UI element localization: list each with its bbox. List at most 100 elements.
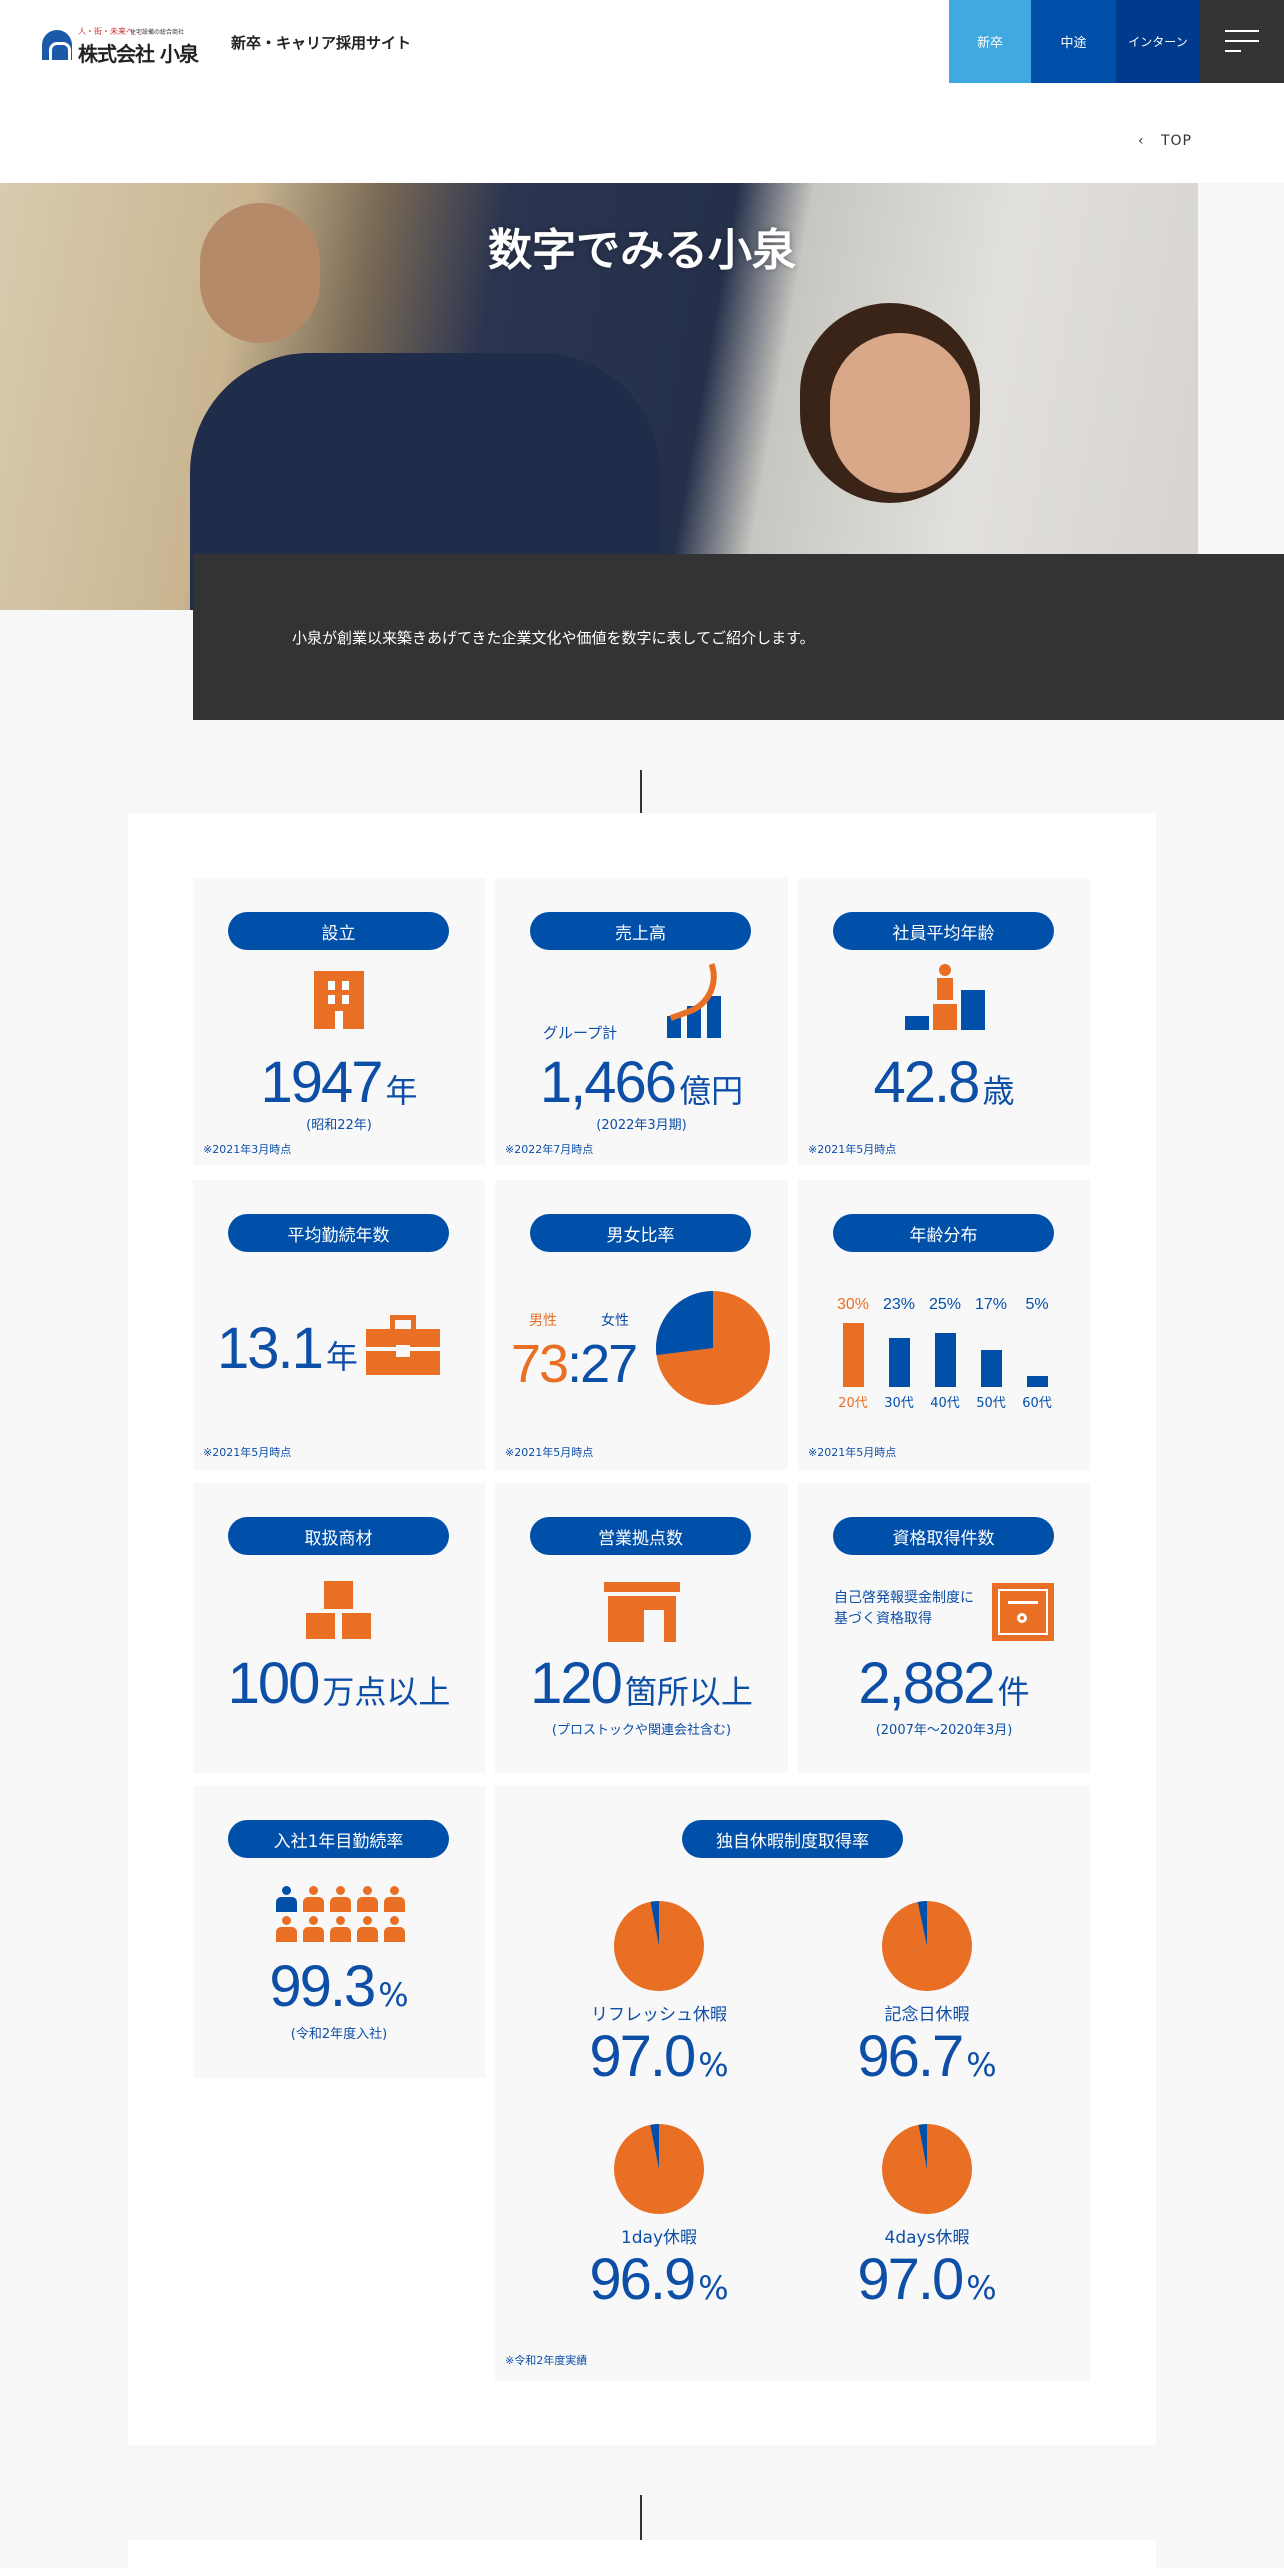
gender-ratio: 73:27 xyxy=(511,1334,638,1394)
card-title: 年齢分布 xyxy=(833,1214,1054,1252)
certificate-icon xyxy=(992,1583,1054,1641)
person-icon xyxy=(336,1916,345,1925)
stat-value: 99.3% xyxy=(193,1958,485,2016)
cert-desc-line2: 基づく資格取得 xyxy=(834,1611,932,1627)
stat-card-gender: 男女比率 男性 女性 73:27 ※2021年5月時点 xyxy=(495,1180,788,1470)
stat-value: 42.8 歳 xyxy=(798,1054,1090,1112)
age-bar-chart: 30% 20代 23% 30代 25% 40代 17% 50代 5% 60代 xyxy=(798,1180,1090,1470)
person-icon xyxy=(336,1886,345,1895)
next-panel xyxy=(128,2540,1156,2568)
age-group-label: 40代 xyxy=(930,1396,960,1411)
card-title: 取扱商材 xyxy=(228,1517,449,1555)
hero-image xyxy=(0,183,1198,610)
stat-card-avg-age: 社員平均年齢 42.8 歳 ※2021年5月時点 xyxy=(798,878,1090,1165)
leave-label: 1day休暇 xyxy=(620,2228,698,2248)
card-title: 設立 xyxy=(228,912,449,950)
stat-value: 1,466 億円 xyxy=(495,1054,788,1112)
person-icon xyxy=(309,1886,318,1895)
value-unit: 年 xyxy=(325,1338,358,1376)
person-body xyxy=(330,1927,351,1942)
value-unit: % xyxy=(966,2046,997,2084)
header: 人・街・未来へ 住宅設備の総合商社 株式会社 小泉 新卒・キャリア採用サイト 新… xyxy=(0,0,1284,183)
person-body xyxy=(276,1927,297,1942)
person-body xyxy=(330,1897,351,1912)
nav-intern[interactable]: インターン xyxy=(1116,0,1200,83)
person-body xyxy=(303,1897,324,1912)
person-icon xyxy=(309,1916,318,1925)
store-icon xyxy=(604,1582,680,1642)
stat-value: 13.1 年 xyxy=(217,1320,358,1378)
value-number: 13.1 xyxy=(217,1316,324,1381)
nav-mid-career[interactable]: 中途 xyxy=(1031,0,1116,83)
people-icon xyxy=(276,1886,406,1944)
person-icon xyxy=(363,1916,372,1925)
stat-card-retention: 入社1年目勤続率 99.3% (令和2年度入社) xyxy=(193,1786,485,2078)
divider-line xyxy=(640,2495,642,2568)
nav-new-grad[interactable]: 新卒 xyxy=(949,0,1031,83)
person-icon xyxy=(282,1886,291,1895)
female-ratio: 27 xyxy=(580,1334,638,1394)
company-logo[interactable]: 人・街・未来へ 住宅設備の総合商社 株式会社 小泉 xyxy=(42,26,199,66)
male-ratio: 73 xyxy=(511,1334,569,1394)
leave-label: 4days休暇 xyxy=(884,2228,970,2248)
value-unit: 件 xyxy=(997,1673,1030,1711)
leave-pie xyxy=(614,2124,704,2214)
stat-sub: (2022年3月期) xyxy=(596,1118,687,1133)
age-bar xyxy=(843,1322,864,1387)
site-title: 新卒・キャリア採用サイト xyxy=(231,34,412,52)
stat-value: 120 箇所以上 xyxy=(495,1655,788,1713)
building-icon xyxy=(314,971,364,1029)
value-unit: % xyxy=(698,2046,729,2084)
breadcrumb-top-link[interactable]: ‹ TOP xyxy=(1138,133,1192,149)
person-body xyxy=(303,1927,324,1942)
stat-note: ※2022年7月時点 xyxy=(505,1143,594,1156)
leave-value: 97.0% xyxy=(807,2251,1047,2309)
pie-slice-minor xyxy=(650,2124,659,2169)
stat-sub: (2007年～2020年3月) xyxy=(875,1723,1013,1738)
leave-value: 97.0% xyxy=(539,2028,779,2086)
logo-name: 株式会社 小泉 xyxy=(78,42,199,66)
logo-mark-icon xyxy=(42,30,72,63)
person-icon xyxy=(282,1916,291,1925)
value-number: 99.3 xyxy=(269,1954,376,2019)
age-bar xyxy=(1027,1376,1048,1387)
chevron-left-icon: ‹ xyxy=(1138,133,1161,149)
value-unit: 万点以上 xyxy=(322,1673,451,1711)
stat-card-products: 取扱商材 100 万点以上 xyxy=(193,1483,485,1773)
value-unit: % xyxy=(378,1976,409,2014)
male-label: 男性 xyxy=(529,1313,557,1329)
stat-sub: (令和2年度入社) xyxy=(290,2027,388,2042)
person-body xyxy=(357,1897,378,1912)
stat-card-tenure: 平均勤続年数 13.1 年 ※2021年5月時点 xyxy=(193,1180,485,1470)
age-pct-label: 5% xyxy=(1025,1296,1049,1313)
person-icon xyxy=(363,1886,372,1895)
card-title: 独自休暇制度取得率 xyxy=(682,1820,903,1858)
leave-pie xyxy=(882,1901,972,1991)
leave-label: リフレッシュ休暇 xyxy=(591,2005,727,2025)
value-unit: 億円 xyxy=(679,1072,744,1110)
age-pct-label: 17% xyxy=(974,1296,1008,1313)
leave-pie xyxy=(882,2124,972,2214)
value-number: 96.7 xyxy=(857,2024,964,2089)
female-label: 女性 xyxy=(601,1313,629,1329)
stat-sub: (プロストックや関連会社含む) xyxy=(551,1723,732,1738)
age-pct-label: 23% xyxy=(882,1296,916,1313)
stat-value: 1947 年 xyxy=(193,1054,485,1112)
hero-photo-shape xyxy=(830,333,970,493)
age-pct-label: 25% xyxy=(928,1296,962,1313)
leave-value: 96.9% xyxy=(539,2251,779,2309)
age-group-label: 50代 xyxy=(976,1396,1006,1411)
briefcase-icon xyxy=(366,1315,440,1375)
card-title: 男女比率 xyxy=(530,1214,751,1252)
value-unit: % xyxy=(966,2269,997,2307)
stat-card-leave: 独自休暇制度取得率 リフレッシュ休暇 97.0% 記念日休暇 96.7% 1da… xyxy=(495,1786,1090,2381)
stat-note: ※2021年5月時点 xyxy=(505,1446,594,1459)
value-unit: 箇所以上 xyxy=(624,1673,753,1711)
boxes-icon xyxy=(306,1581,372,1639)
stat-card-certs: 資格取得件数 自己啓発報奨金制度に 基づく資格取得 2,882 件 (2007年～… xyxy=(798,1483,1090,1773)
value-number: 97.0 xyxy=(589,2024,696,2089)
ratio-colon: : xyxy=(567,1334,582,1394)
menu-button[interactable] xyxy=(1200,0,1284,83)
value-number: 100 xyxy=(227,1651,321,1716)
age-group-label: 60代 xyxy=(1022,1396,1052,1411)
